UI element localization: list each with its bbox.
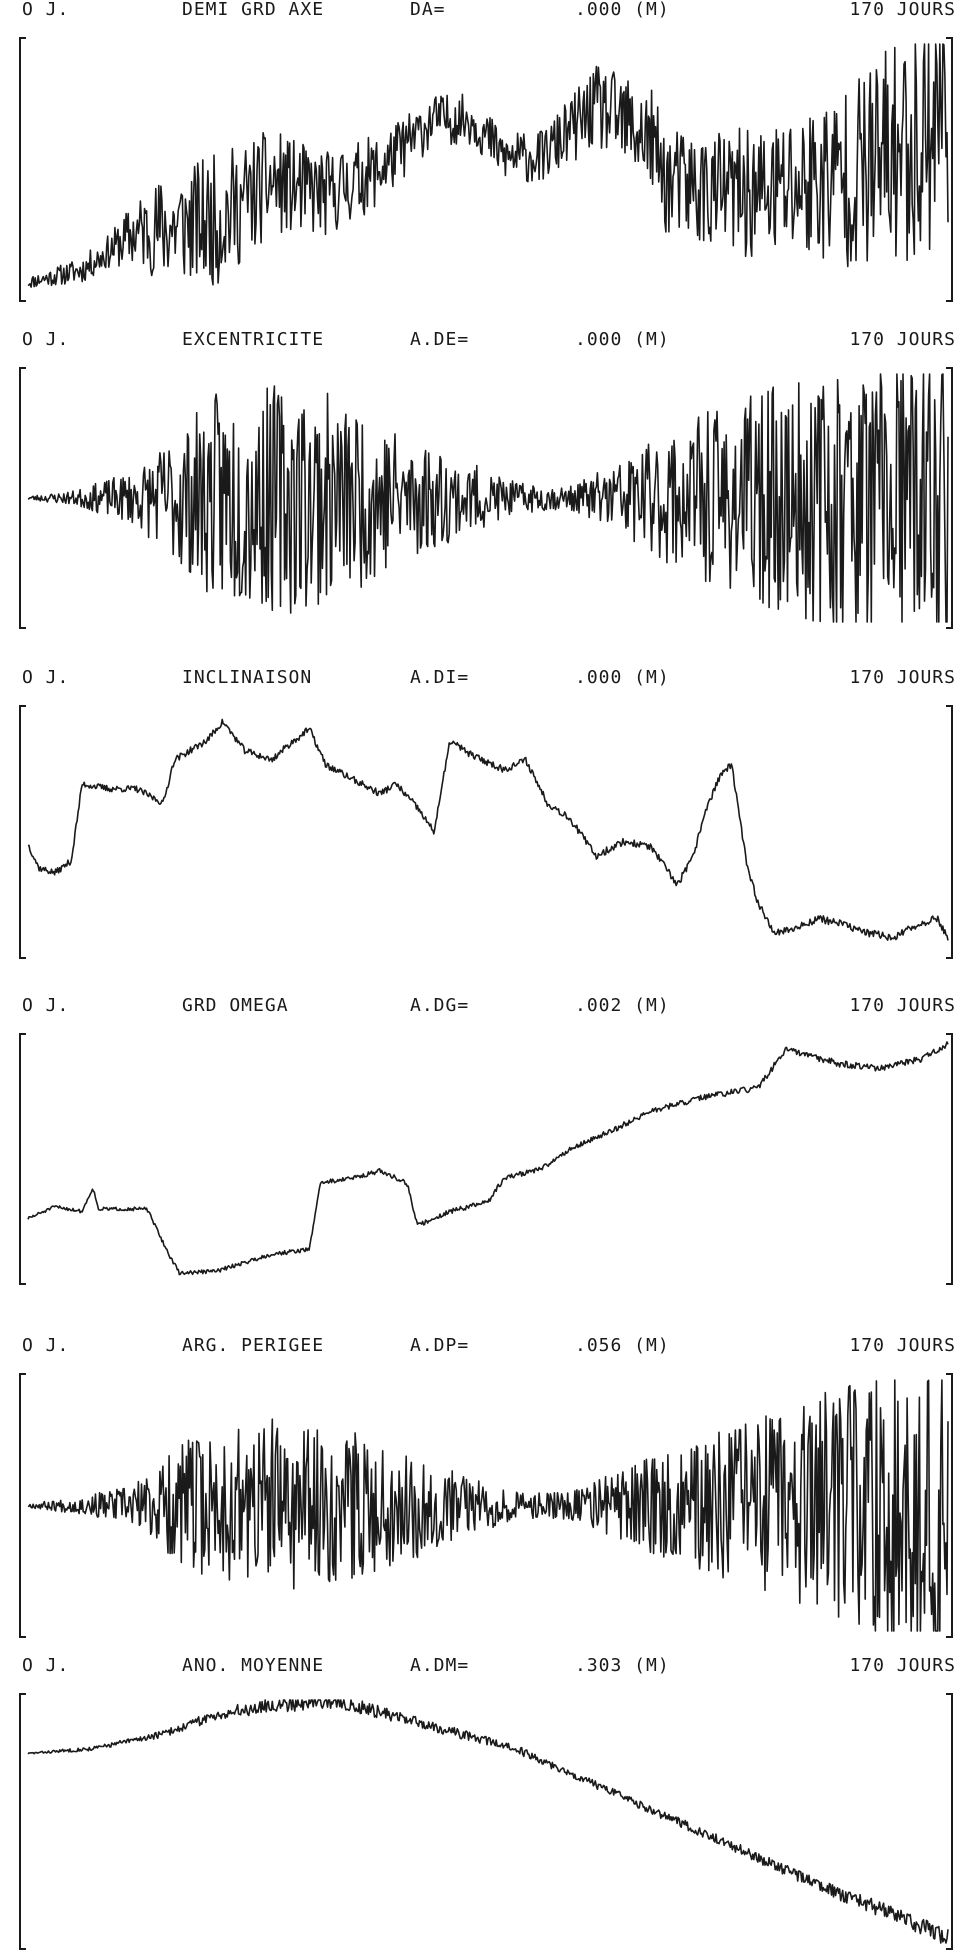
start-label: O J. [22,667,70,688]
left-bracket [19,367,26,629]
plot-area [19,705,953,959]
series-line [27,1699,949,1944]
chart-title: ARG. PERIGEE [182,1335,325,1356]
chart-title: GRD OMEGA [182,995,289,1016]
amplitude-label: .000 (M) [575,329,670,350]
start-label: O J. [22,0,70,20]
chart-title: ANO. MOYENNE [182,1655,325,1676]
left-bracket [19,1693,26,1950]
series-line [27,43,949,288]
end-label: 170 JOURS [849,1655,956,1676]
plot-area [19,1693,953,1950]
amplitude-label: .303 (M) [575,1655,670,1676]
right-bracket [946,37,953,302]
plot-area [19,37,953,302]
plot-area [19,1033,953,1285]
delta-label: DA= [410,0,446,20]
start-label: O J. [22,995,70,1016]
left-bracket [19,37,26,302]
amplitude-label: .000 (M) [575,0,670,20]
end-label: 170 JOURS [849,667,956,688]
left-bracket [19,705,26,959]
delta-label: A.DG= [410,995,470,1016]
right-bracket [946,1373,953,1638]
amplitude-label: .002 (M) [575,995,670,1016]
start-label: O J. [22,1335,70,1356]
series-line [27,1041,949,1276]
plot-area [19,1373,953,1638]
start-label: O J. [22,329,70,350]
amplitude-label: .000 (M) [575,667,670,688]
series-line [27,1379,949,1632]
delta-label: A.DP= [410,1335,470,1356]
chart-title: EXCENTRICITE [182,329,325,350]
delta-label: A.DI= [410,667,470,688]
left-bracket [19,1373,26,1638]
delta-label: A.DE= [410,329,470,350]
end-label: 170 JOURS [849,0,956,20]
series-line [27,373,949,623]
right-bracket [946,367,953,629]
series-line [27,718,949,941]
start-label: O J. [22,1655,70,1676]
chart-title: DEMI GRD AXE [182,0,325,20]
right-bracket [946,1693,953,1950]
left-bracket [19,1033,26,1285]
amplitude-label: .056 (M) [575,1335,670,1356]
plot-area [19,367,953,629]
end-label: 170 JOURS [849,329,956,350]
end-label: 170 JOURS [849,995,956,1016]
end-label: 170 JOURS [849,1335,956,1356]
right-bracket [946,705,953,959]
right-bracket [946,1033,953,1285]
delta-label: A.DM= [410,1655,470,1676]
chart-title: INCLINAISON [182,667,313,688]
